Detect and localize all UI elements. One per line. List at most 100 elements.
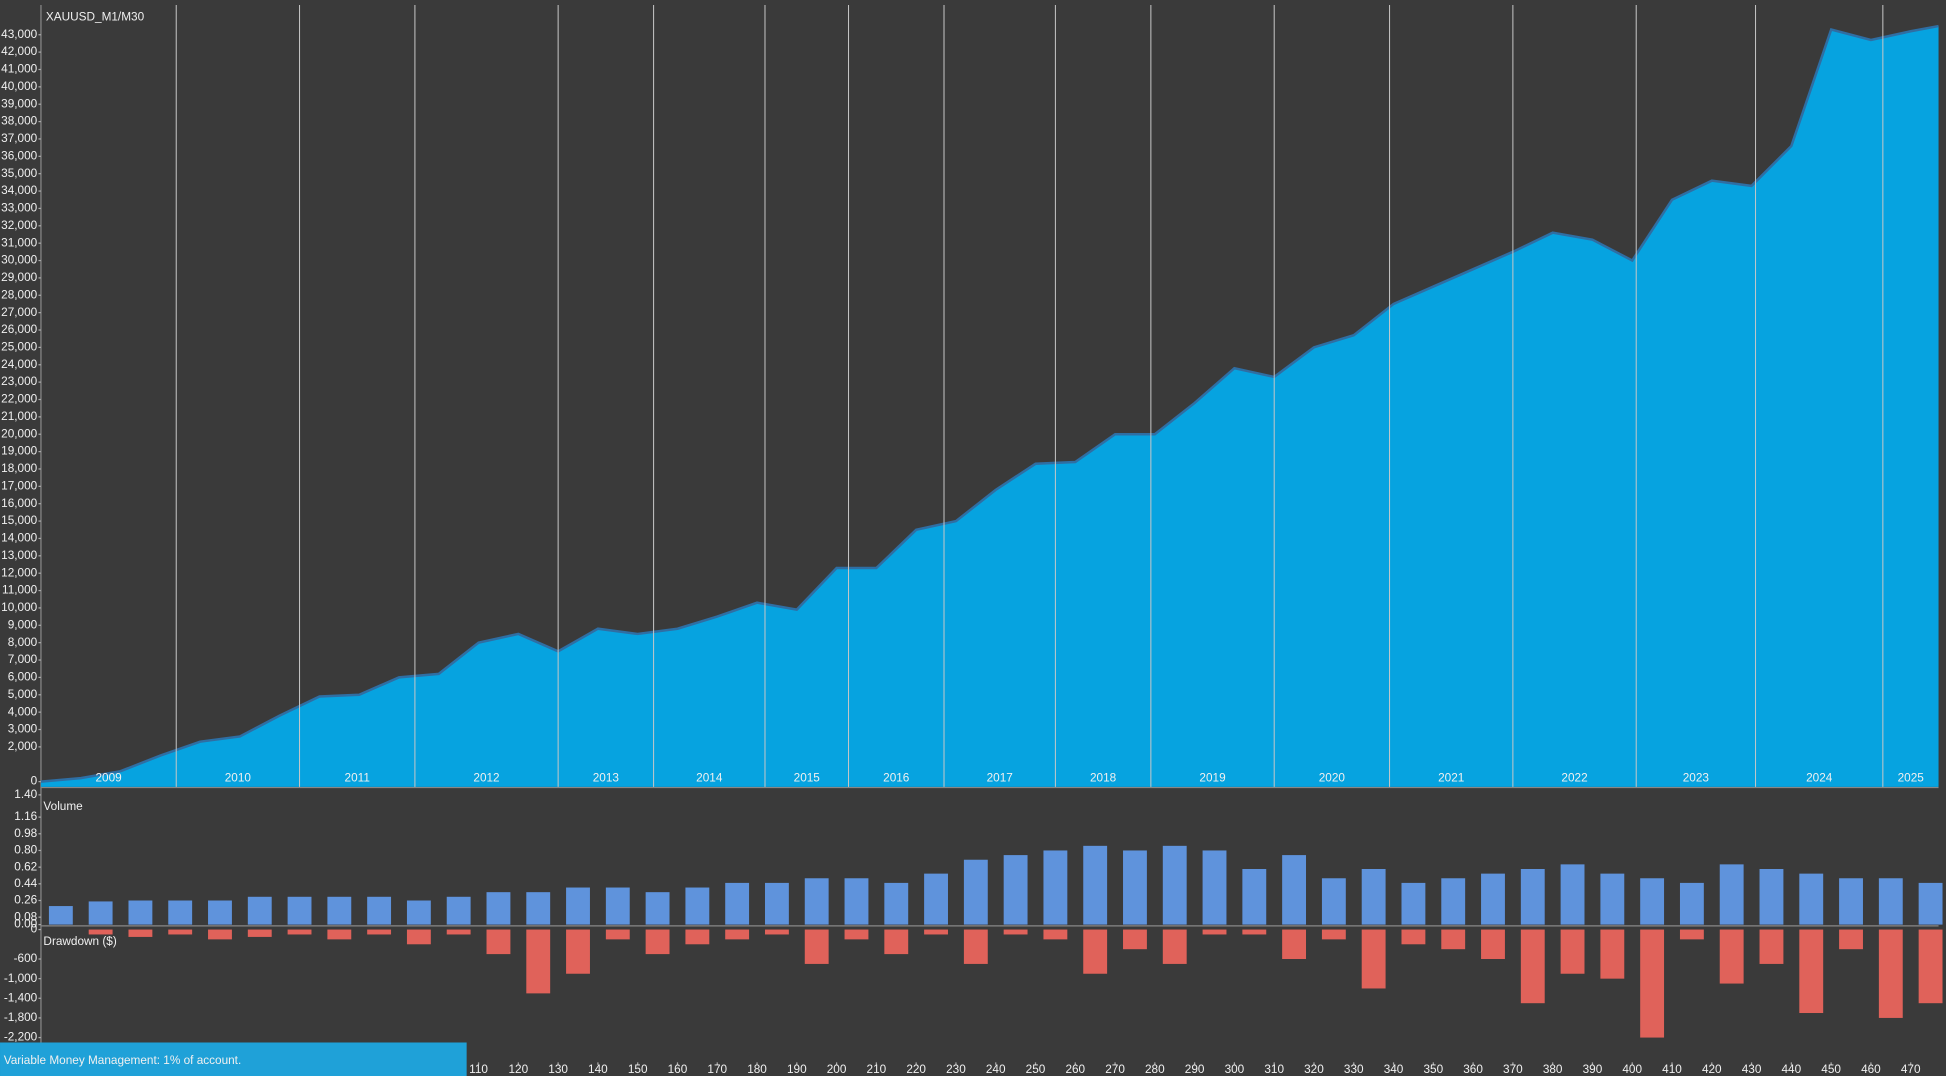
bar (1282, 855, 1307, 925)
x-tick-label: 460 (1861, 1063, 1881, 1076)
bar (1043, 929, 1068, 940)
y-tick-label: 33,000 (1, 202, 37, 215)
x-tick-label: 140 (588, 1063, 608, 1076)
bar (1401, 882, 1426, 925)
x-tick-label: 370 (1503, 1063, 1523, 1076)
bar (1202, 850, 1227, 925)
y-tick-label: 0.08 (14, 910, 37, 923)
bar (446, 929, 471, 935)
bar (367, 929, 392, 935)
y-tick-label: 25,000 (1, 340, 37, 353)
equity-line (40, 24, 1939, 783)
bar (1162, 929, 1187, 964)
y-tick-label: 27,000 (1, 306, 37, 319)
y-tick-label: 12,000 (1, 566, 37, 579)
x-tick-label: 340 (1384, 1063, 1404, 1076)
bar (725, 929, 750, 940)
y-tick-label: 0.00 (14, 918, 37, 931)
bar (1123, 929, 1147, 950)
bar (1640, 878, 1665, 925)
y-tick-label: 21,000 (1, 410, 37, 423)
x-tick-label: 450 (1821, 1063, 1841, 1076)
bar (1242, 929, 1267, 935)
x-tick-label: 110 (469, 1063, 488, 1076)
y-tick-label: 17,000 (1, 479, 37, 492)
bar (88, 901, 113, 925)
year-label: 2013 (593, 771, 620, 784)
year-label: 2020 (1319, 771, 1346, 784)
y-tick-label: 36,000 (1, 149, 37, 162)
x-tick-label: 280 (1145, 1063, 1165, 1076)
y-tick-label: 8,000 (8, 636, 38, 649)
x-tick-label: 230 (946, 1063, 966, 1076)
bar (486, 892, 511, 925)
y-tick-label: 34,000 (1, 184, 37, 197)
bar (1759, 868, 1784, 925)
bar (963, 929, 988, 964)
x-tick-label: 220 (906, 1063, 926, 1076)
x-tick-label: 470 (1901, 1063, 1921, 1076)
y-tick-label: 41,000 (1, 63, 37, 76)
y-tick-label: 31,000 (1, 236, 37, 249)
x-tick-label: 310 (1264, 1063, 1284, 1076)
bar (287, 896, 312, 925)
bar (367, 896, 392, 925)
y-tick-label: 20,000 (1, 427, 37, 440)
bar (764, 929, 789, 935)
bar (1759, 929, 1784, 964)
bar (884, 882, 909, 925)
year-label: 2019 (1199, 771, 1225, 784)
x-tick-label: 330 (1344, 1063, 1364, 1076)
bar (1878, 929, 1903, 1018)
bar (526, 929, 551, 994)
x-tick-label: 240 (986, 1063, 1006, 1076)
year-label: 2021 (1438, 771, 1464, 784)
bar (924, 873, 948, 925)
bar (1321, 878, 1346, 925)
y-tick-label: 11,000 (2, 584, 38, 597)
year-label: 2012 (473, 771, 499, 784)
bar (1918, 882, 1943, 925)
y-tick-label: 23,000 (1, 375, 37, 388)
year-label: 2018 (1090, 771, 1117, 784)
x-tick-label: 210 (867, 1063, 887, 1076)
y-tick-label: 0 (31, 923, 38, 936)
x-tick-label: 360 (1463, 1063, 1483, 1076)
bar (128, 900, 153, 925)
bar (247, 896, 272, 925)
bar (645, 929, 670, 955)
bar (1878, 878, 1903, 925)
bar (566, 887, 590, 925)
y-tick-label: 22,000 (1, 393, 37, 406)
bar (1123, 850, 1147, 925)
equity-area (40, 26, 1939, 787)
x-tick-label: 420 (1702, 1063, 1722, 1076)
y-tick-label: 14,000 (1, 532, 37, 545)
bar (208, 900, 232, 925)
y-tick-label: 24,000 (1, 358, 37, 371)
bar (1043, 850, 1068, 925)
bar (1520, 929, 1545, 1004)
y-tick-label: 30,000 (1, 254, 37, 267)
y-tick-label: 37,000 (1, 132, 37, 145)
bar (924, 929, 948, 935)
year-label: 2011 (345, 771, 370, 784)
y-tick-label: -2,200 (4, 1031, 38, 1044)
y-tick-label: 0.62 (14, 860, 37, 873)
bar (1520, 868, 1545, 925)
year-label: 2024 (1806, 771, 1833, 784)
x-tick-label: 350 (1423, 1063, 1443, 1076)
bar (963, 859, 988, 925)
y-tick-label: 0.44 (14, 877, 37, 890)
x-tick-label: 130 (548, 1063, 568, 1076)
x-tick-label: 250 (1026, 1063, 1046, 1076)
bar (1083, 845, 1108, 925)
y-tick-label: 4,000 (8, 705, 38, 718)
y-tick-label: 42,000 (1, 45, 37, 58)
bar (1719, 929, 1744, 984)
y-tick-label: -1,000 (4, 972, 38, 985)
bar (128, 929, 153, 937)
year-label: 2025 (1898, 771, 1925, 784)
